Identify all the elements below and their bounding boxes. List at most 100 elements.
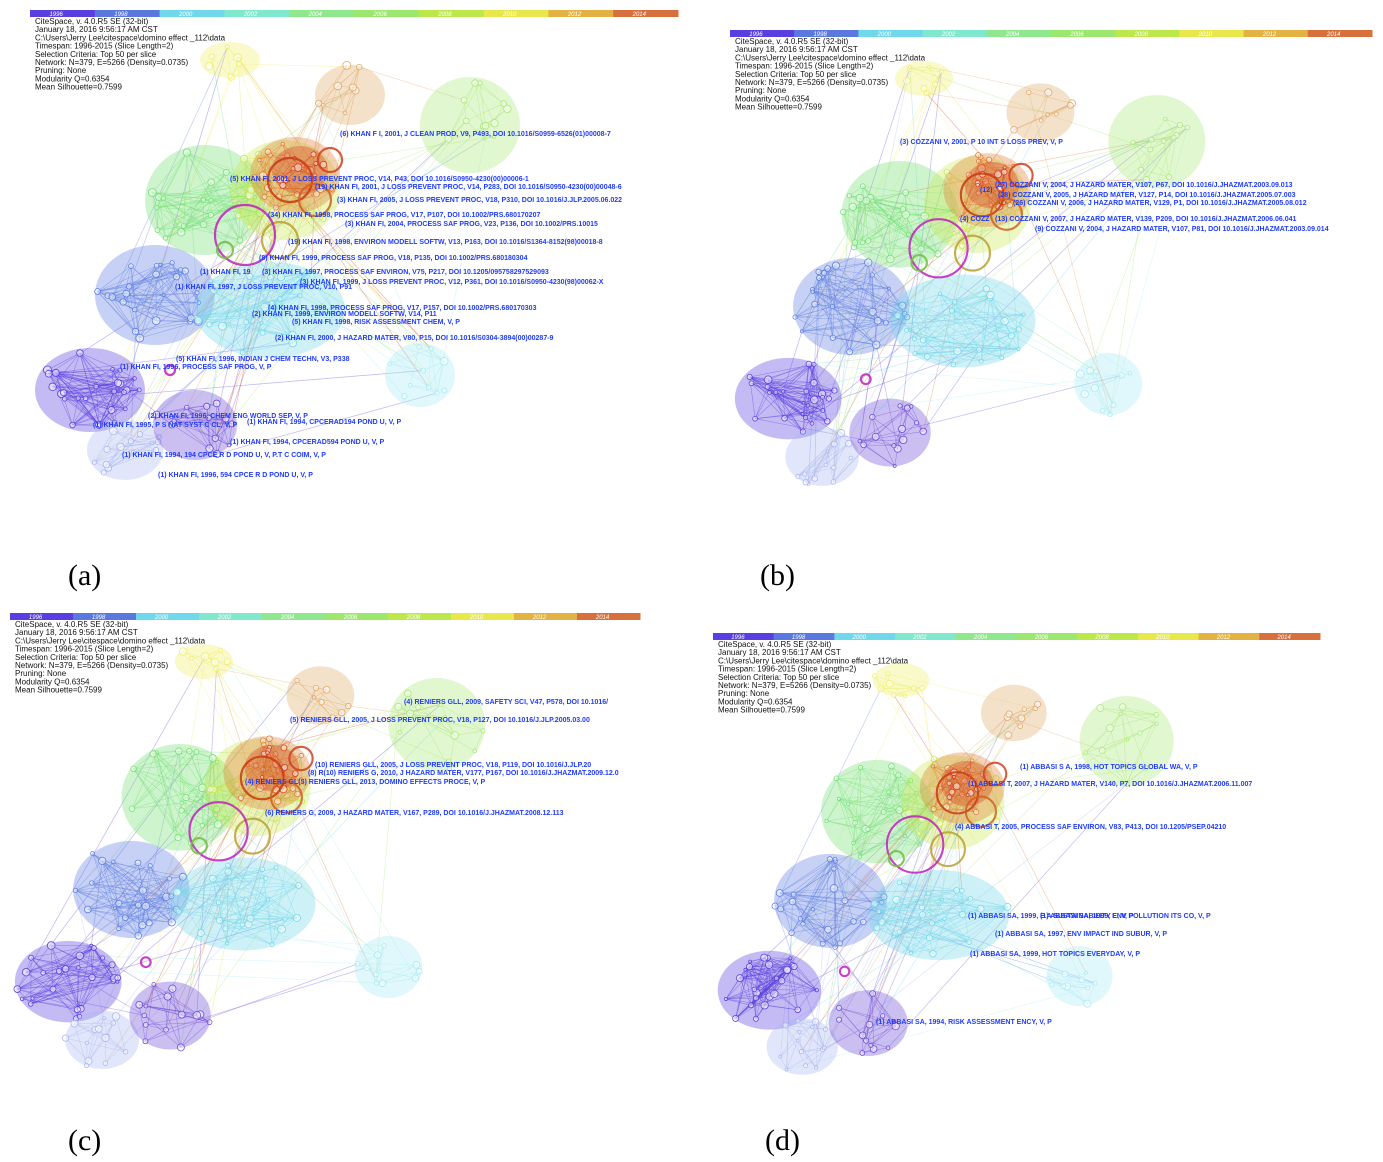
node	[187, 748, 192, 753]
node-label: (19) KHAN FI, 2001, J LOSS PREVENT PROC,…	[315, 184, 622, 191]
node	[949, 308, 954, 313]
node	[176, 909, 181, 914]
node	[1177, 122, 1182, 127]
node	[793, 315, 797, 319]
node	[761, 1002, 768, 1009]
node	[207, 786, 213, 792]
node	[815, 989, 818, 992]
node	[1050, 983, 1054, 987]
edge	[809, 364, 1095, 388]
node	[472, 80, 479, 87]
node	[811, 379, 818, 386]
node	[473, 749, 477, 753]
node	[910, 303, 914, 307]
network-panel: 1996199820002002200420062008201020122014…	[30, 10, 679, 592]
node	[143, 1022, 148, 1027]
node	[321, 104, 325, 108]
node	[871, 199, 875, 203]
node	[183, 794, 189, 800]
caption: (d)	[765, 1124, 800, 1157]
node	[226, 863, 231, 868]
node	[947, 781, 951, 785]
node	[903, 834, 906, 837]
node	[290, 786, 296, 792]
node	[298, 294, 302, 298]
node	[830, 335, 835, 340]
node	[204, 403, 210, 409]
node	[295, 791, 301, 797]
node	[209, 198, 213, 202]
node	[1119, 373, 1125, 379]
node	[364, 964, 370, 970]
cluster-area	[1006, 83, 1074, 141]
node	[388, 362, 392, 366]
node	[159, 263, 162, 266]
node	[225, 942, 228, 945]
node	[183, 149, 190, 156]
node	[395, 703, 402, 710]
node	[851, 919, 857, 925]
node	[1017, 347, 1020, 350]
node	[482, 122, 489, 129]
node	[111, 1021, 115, 1025]
node	[92, 460, 96, 464]
node-label: (5) KHAN FI, 2001, J LOSS PREVENT PROC, …	[230, 176, 529, 183]
node	[209, 279, 213, 283]
node	[22, 968, 30, 976]
timeline-year: 2000	[154, 615, 169, 621]
node	[772, 903, 778, 909]
node	[178, 1011, 185, 1018]
node	[811, 908, 814, 911]
node	[136, 1001, 143, 1008]
timeline-year: 2010	[469, 615, 484, 621]
node	[153, 271, 160, 278]
node	[976, 183, 980, 187]
node	[833, 857, 837, 861]
node-label: (1) KHAN FI, 1994, CPCERAD194 POND U, V,…	[247, 419, 402, 426]
node	[281, 142, 285, 146]
cluster-area	[388, 678, 485, 771]
node	[799, 1049, 803, 1053]
node	[887, 287, 890, 290]
node	[85, 1041, 89, 1045]
node	[179, 808, 184, 813]
node	[795, 1007, 801, 1013]
node	[451, 732, 458, 739]
node	[334, 82, 342, 90]
node	[913, 352, 917, 356]
node	[1045, 89, 1052, 96]
node	[886, 672, 890, 676]
node	[398, 730, 402, 734]
node	[838, 941, 843, 946]
node	[214, 666, 219, 671]
node	[765, 384, 770, 389]
node-label: (27) COZZANI V, 2004, J HAZARD MATER, V1…	[995, 182, 1293, 189]
node	[265, 149, 271, 155]
node	[123, 1050, 127, 1054]
node-label: (1) ABBASI SA, 1997, ENV IMPACT IND SUBU…	[995, 931, 1167, 938]
node	[244, 898, 248, 902]
node	[966, 793, 969, 796]
node-label: (1) KHAN FI, 19	[200, 269, 251, 276]
node	[860, 184, 865, 189]
node	[753, 416, 758, 421]
node	[131, 766, 137, 772]
node	[295, 678, 299, 682]
node	[1081, 390, 1089, 398]
caption: (a)	[68, 559, 101, 592]
node	[827, 857, 832, 862]
node	[211, 658, 219, 666]
node	[1086, 986, 1090, 990]
node	[237, 237, 243, 243]
node-label: (1) KHAN FI, 1996, PROCESS SAF PROG, V, …	[120, 364, 272, 371]
node	[173, 827, 176, 830]
network	[14, 644, 485, 1069]
node-label: (26) COZZANI V, 2006, J HAZARD MATER, V1…	[1013, 200, 1307, 207]
node	[208, 179, 215, 186]
node	[62, 1035, 68, 1041]
node	[858, 855, 862, 859]
node	[753, 995, 758, 1000]
node	[135, 860, 141, 866]
node	[224, 659, 230, 665]
node	[938, 292, 942, 296]
